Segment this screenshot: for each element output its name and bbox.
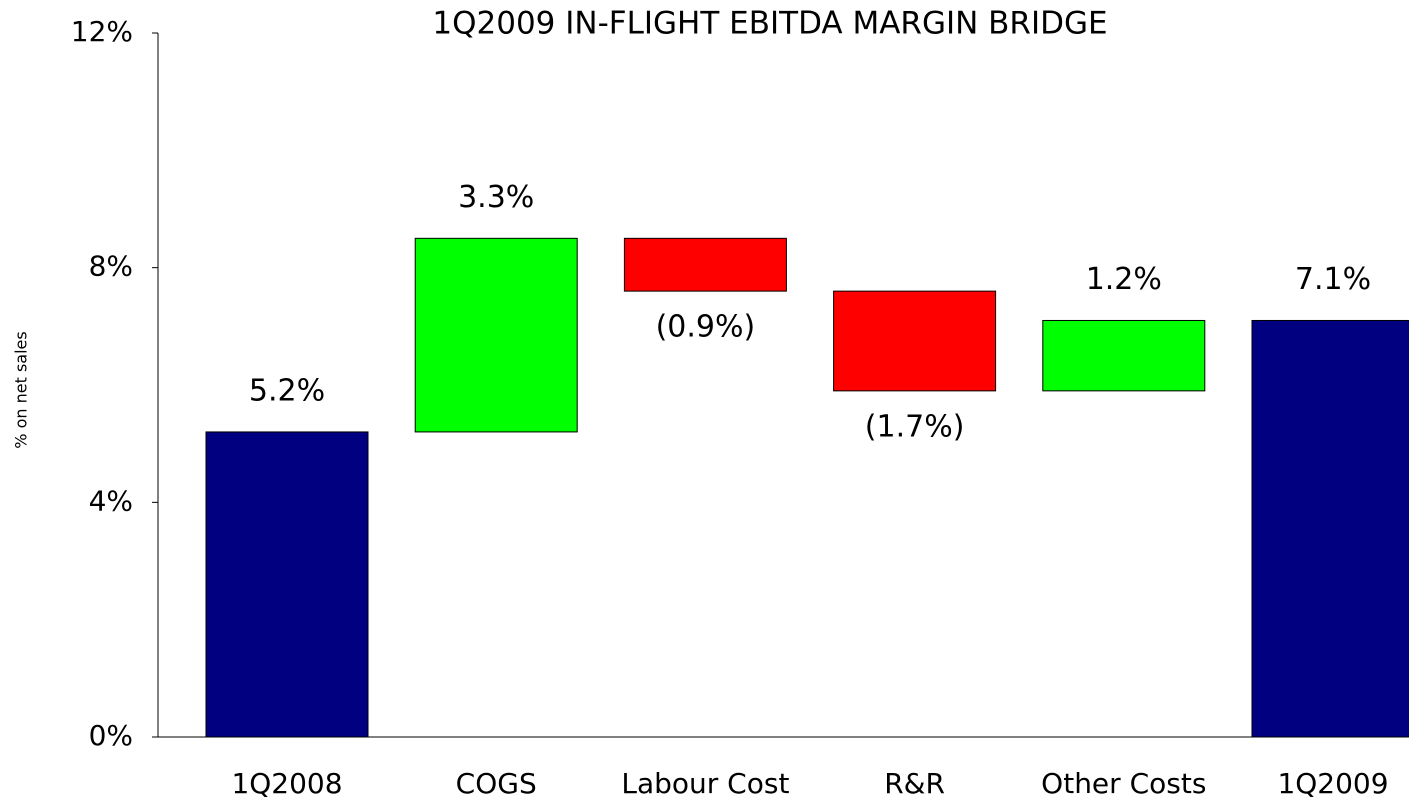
x-tick-label: R&R [884,767,945,800]
x-tick-label: Other Costs [1041,767,1206,800]
x-tick-label: COGS [456,767,537,800]
bar [1042,319,1206,392]
chart-title: 1Q2009 IN-FLIGHT EBITDA MARGIN BRIDGE [432,6,1107,42]
value-label: (1.7%) [865,409,965,444]
bar [414,237,578,433]
y-tick-label: 12% [71,15,133,48]
x-tick-label: 1Q2009 [1277,767,1388,800]
bar [205,431,369,738]
y-tick-label: 4% [89,484,133,517]
value-label: 1.2% [1086,262,1162,297]
x-tick-label: 1Q2008 [231,767,342,800]
y-axis-label: % on net sales [12,331,31,448]
value-label: 3.3% [458,180,534,215]
y-tick-label: 8% [89,250,133,283]
value-label: 7.1% [1295,262,1371,297]
value-label: 5.2% [249,373,325,408]
bar [833,290,997,392]
bar [623,237,787,292]
value-label: (0.9%) [656,310,756,345]
bar [1251,319,1409,738]
y-tick-label: 0% [89,719,133,752]
x-tick-label: Labour Cost [621,767,789,800]
